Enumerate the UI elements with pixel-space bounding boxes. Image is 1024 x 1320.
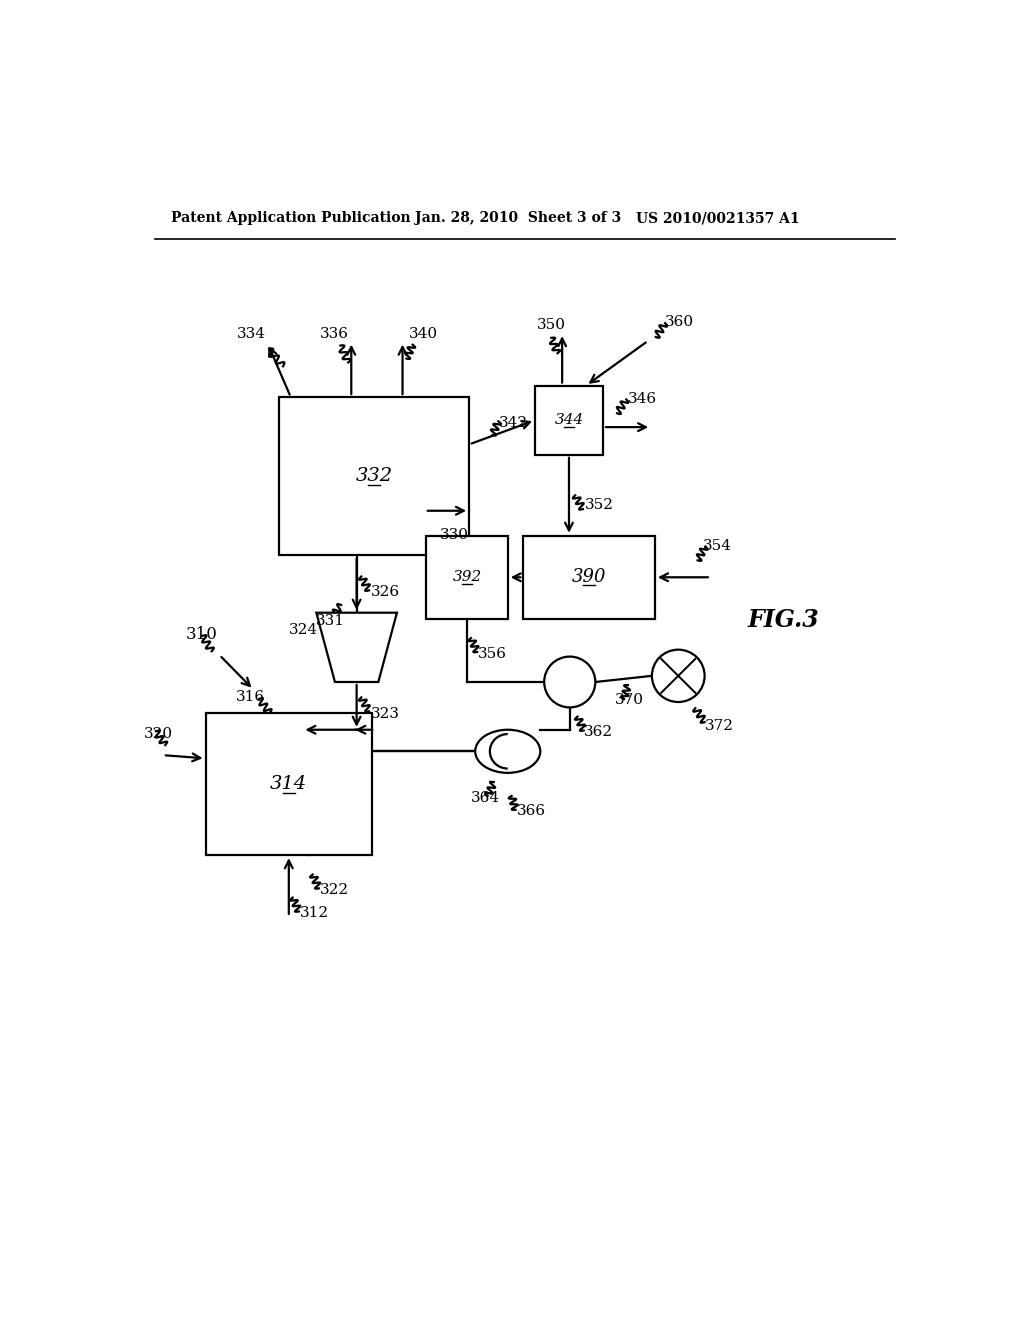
Text: 362: 362 (584, 725, 612, 739)
Bar (280, 397, 469, 554)
Text: 352: 352 (585, 498, 613, 512)
Text: 331: 331 (316, 614, 345, 628)
Text: 346: 346 (628, 392, 657, 407)
Text: 364: 364 (471, 791, 500, 804)
Text: 390: 390 (571, 569, 606, 586)
Text: FIG.3: FIG.3 (748, 609, 820, 632)
Ellipse shape (475, 730, 541, 774)
Text: 344: 344 (554, 413, 584, 428)
Text: 326: 326 (371, 585, 399, 599)
Text: Patent Application Publication: Patent Application Publication (171, 211, 411, 226)
Bar (523, 536, 655, 619)
Text: 342: 342 (499, 416, 527, 430)
Text: Jan. 28, 2010  Sheet 3 of 3: Jan. 28, 2010 Sheet 3 of 3 (415, 211, 621, 226)
Text: 350: 350 (538, 318, 566, 333)
Text: 316: 316 (236, 690, 265, 705)
Text: US 2010/0021357 A1: US 2010/0021357 A1 (636, 211, 800, 226)
Text: 334: 334 (237, 327, 265, 341)
Polygon shape (316, 612, 397, 682)
Text: 336: 336 (321, 327, 349, 341)
Bar (206, 713, 372, 855)
Text: 322: 322 (319, 883, 349, 896)
Text: 323: 323 (371, 708, 399, 721)
Text: 312: 312 (300, 906, 329, 920)
Circle shape (544, 656, 595, 708)
Text: 354: 354 (703, 540, 732, 553)
Text: 330: 330 (440, 528, 469, 543)
Bar (535, 385, 603, 455)
Text: 324: 324 (289, 623, 317, 636)
Text: 370: 370 (614, 693, 644, 708)
Text: 310: 310 (186, 626, 218, 643)
Bar (426, 536, 508, 619)
Text: 332: 332 (355, 467, 392, 484)
Text: 340: 340 (409, 327, 438, 341)
Text: 320: 320 (143, 727, 173, 742)
Text: 366: 366 (517, 804, 546, 818)
Circle shape (652, 649, 705, 702)
Text: 372: 372 (705, 719, 733, 733)
Text: 356: 356 (478, 647, 507, 660)
Text: 314: 314 (270, 775, 307, 793)
Text: 360: 360 (665, 314, 694, 329)
Text: 392: 392 (453, 570, 481, 585)
